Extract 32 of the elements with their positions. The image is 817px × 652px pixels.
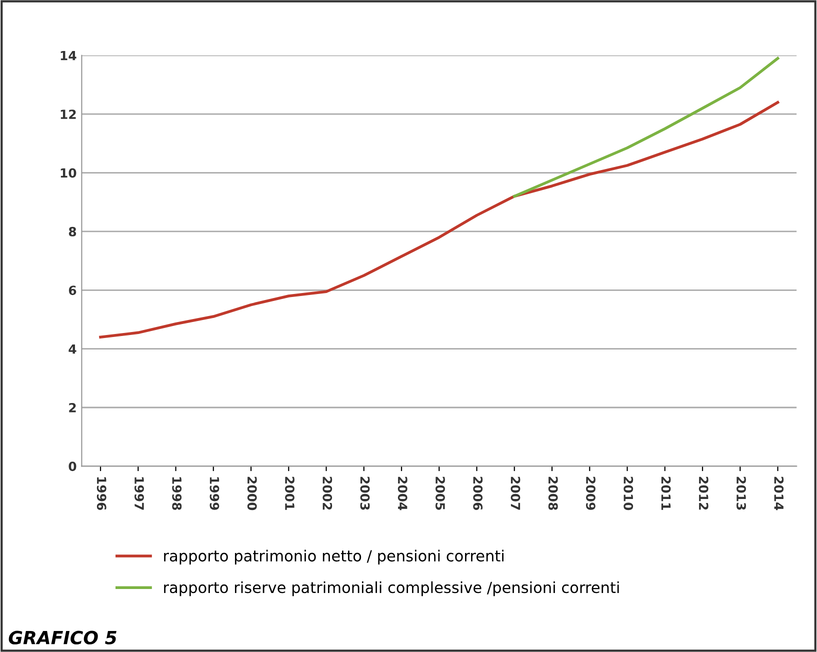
x-tick-label: 2010 [624,476,634,510]
x-tick-label: 2011 [661,476,671,510]
legend-label: rapporto patrimonio netto / pensioni correnti [164,550,504,565]
y-tick-label: 12 [60,110,76,119]
x-tick-label: 1999 [210,477,220,510]
y-tick-label: 14 [60,51,76,60]
y-tick-label: 10 [60,168,76,178]
x-tick-label: 2004 [398,476,408,510]
x-tick-label: 2003 [360,476,370,510]
y-tick-label: 4 [68,344,76,354]
x-tick-label: 1998 [172,477,182,510]
x-tick-label: 2007 [510,476,520,510]
x-tick-label: 2002 [322,476,332,510]
x-tick-label: 1997 [134,477,144,510]
text: GRAFICO 5 [8,630,116,644]
x-tick-label: 2008 [548,476,558,510]
x-tick-label: 2006 [473,476,483,510]
y-tick-label: 8 [68,226,76,236]
y-tick-label: 0 [68,462,76,472]
x-tick-label: 2005 [436,476,445,510]
x-tick-label: 2001 [285,476,294,510]
x-tick-label: 2012 [698,476,708,510]
legend-label: rapporto riserve patrimoniali complessive /pensioni correnti [164,581,619,596]
x-tick-label: 1996 [96,477,106,510]
x-tick-label: 2014 [774,476,784,510]
line-series [99,100,780,338]
x-tick-label: 2000 [247,476,257,510]
x-tick-label: 2013 [736,476,746,510]
y-tick-label: 2 [69,402,76,412]
y-tick-label: 6 [68,286,76,296]
x-tick-label: 2009 [586,476,596,510]
line-series [513,56,780,198]
